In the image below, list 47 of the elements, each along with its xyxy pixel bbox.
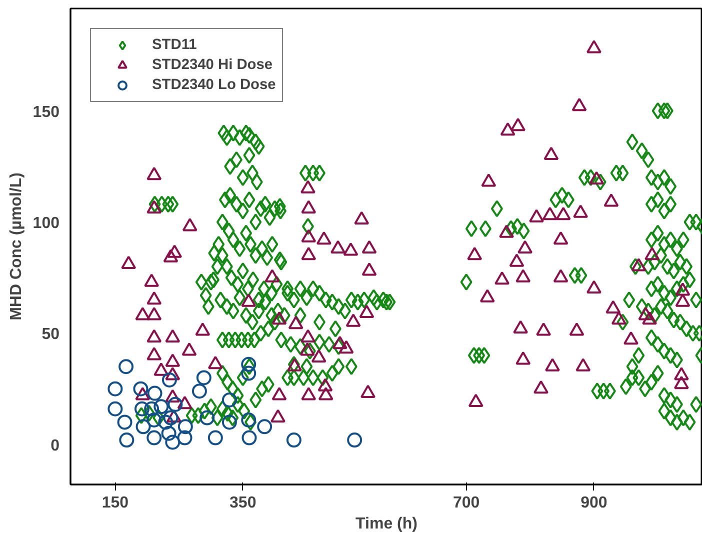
y-tick-label: 50 <box>42 326 60 344</box>
point <box>161 426 176 441</box>
x-tick-label: 150 <box>102 494 129 512</box>
point <box>241 412 256 428</box>
y-tick-label: 100 <box>32 215 60 232</box>
point <box>154 399 169 414</box>
point <box>119 432 134 448</box>
point <box>241 366 256 381</box>
point <box>242 430 257 446</box>
point <box>192 384 207 399</box>
legend-label: STD2340 Lo Dose <box>152 77 276 93</box>
point <box>144 401 160 416</box>
x-axis-title: Time (h) <box>356 516 418 532</box>
point <box>163 410 178 426</box>
point <box>146 430 162 446</box>
point <box>196 370 212 386</box>
point <box>208 430 223 446</box>
point <box>178 419 193 434</box>
point <box>222 392 237 408</box>
y-tick-label: 0 <box>50 437 60 454</box>
legend-label: STD11 <box>152 37 197 53</box>
point <box>118 359 134 374</box>
point <box>147 386 162 401</box>
point <box>286 432 302 448</box>
x-tick-label: 900 <box>580 494 608 512</box>
point <box>108 381 123 396</box>
point <box>168 396 183 412</box>
point <box>133 381 148 396</box>
y-axis-title: MHD Conc (µmol/L) <box>8 172 25 320</box>
point <box>162 372 177 388</box>
point <box>165 434 180 450</box>
x-tick-label: 700 <box>452 494 480 512</box>
y-tick-label: 150 <box>32 104 60 121</box>
point <box>108 401 123 416</box>
point <box>146 412 162 428</box>
point <box>117 414 132 430</box>
point <box>158 414 174 430</box>
point <box>136 419 151 434</box>
point <box>222 414 237 430</box>
x-tick-label: 350 <box>230 494 256 512</box>
point <box>257 419 272 434</box>
point <box>177 430 192 446</box>
point <box>200 410 215 426</box>
legend-label: STD2340 Hi Dose <box>152 57 273 73</box>
point <box>134 401 150 416</box>
point <box>241 356 256 372</box>
point <box>347 432 362 448</box>
